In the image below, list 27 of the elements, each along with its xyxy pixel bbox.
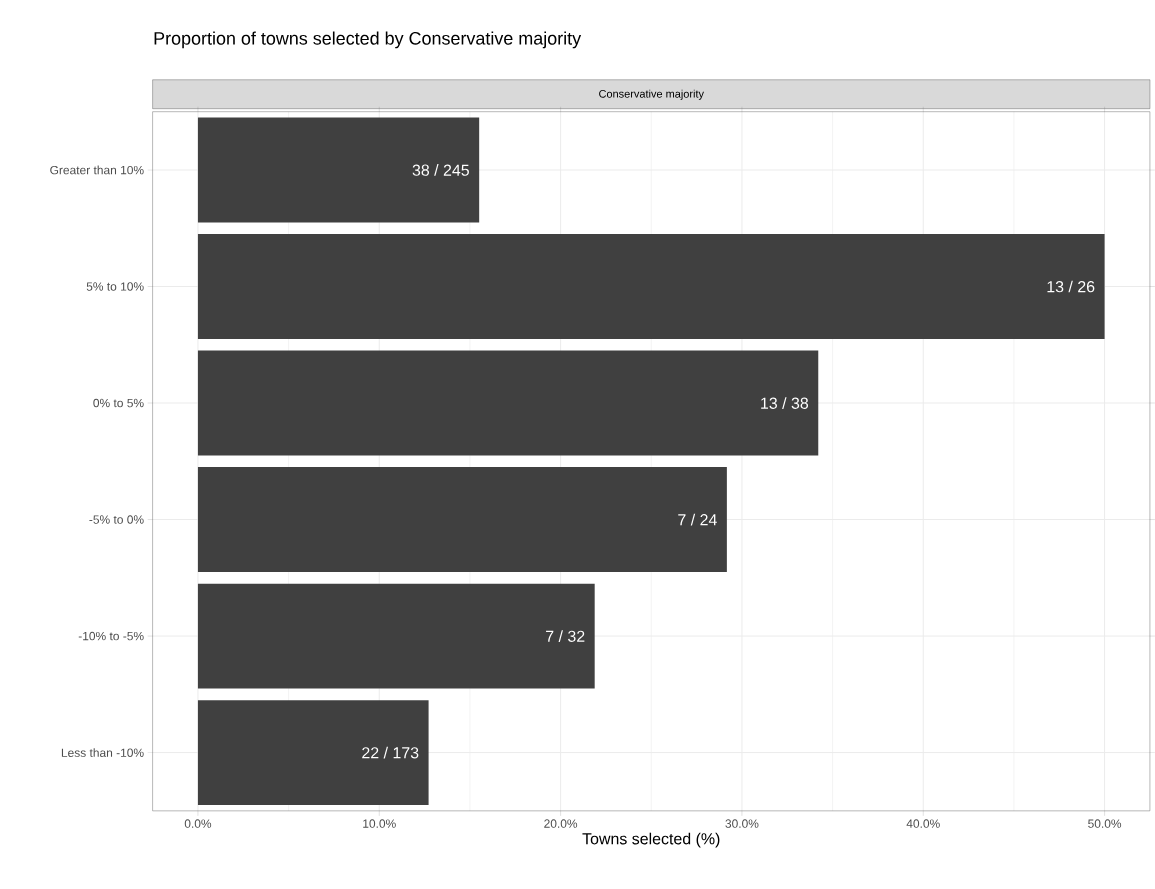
y-tick-label: Greater than 10% xyxy=(50,165,144,175)
x-axis-title: Towns selected (%) xyxy=(582,832,720,848)
annotation: 38 / 245 xyxy=(412,164,469,176)
bar xyxy=(197,350,819,456)
bar xyxy=(197,234,1105,340)
chart-title: Proportion of towns selected by Conservative majority xyxy=(154,31,582,49)
annotation: 13 / 26 xyxy=(1047,280,1095,293)
chart-subtitle: Conservative majority xyxy=(599,89,704,101)
y-tick-label: Less than -10% xyxy=(61,748,144,758)
bar xyxy=(197,700,429,806)
y-tick-label: -10% to -5% xyxy=(78,632,144,641)
x-tick-label: 10.0% xyxy=(363,819,396,829)
y-tick-label: 0% to 5% xyxy=(93,398,144,408)
bar xyxy=(197,583,595,689)
x-tick-label: 30.0% xyxy=(725,819,759,829)
x-tick-label: 20.0% xyxy=(544,819,578,829)
x-tick-label: 0.0% xyxy=(184,819,212,829)
y-tick-label: -5% to 0% xyxy=(89,515,144,524)
annotation: 7 / 32 xyxy=(546,630,585,643)
x-tick-label: 50.0% xyxy=(1088,819,1122,829)
bar xyxy=(197,467,727,573)
y-tick-label: 5% to 10% xyxy=(86,282,144,291)
annotation: 22 / 173 xyxy=(362,746,419,759)
bar xyxy=(197,117,480,223)
annotation: 13 / 38 xyxy=(761,397,809,410)
annotation: 7 / 24 xyxy=(678,513,717,526)
x-tick-label: 40.0% xyxy=(906,819,940,829)
